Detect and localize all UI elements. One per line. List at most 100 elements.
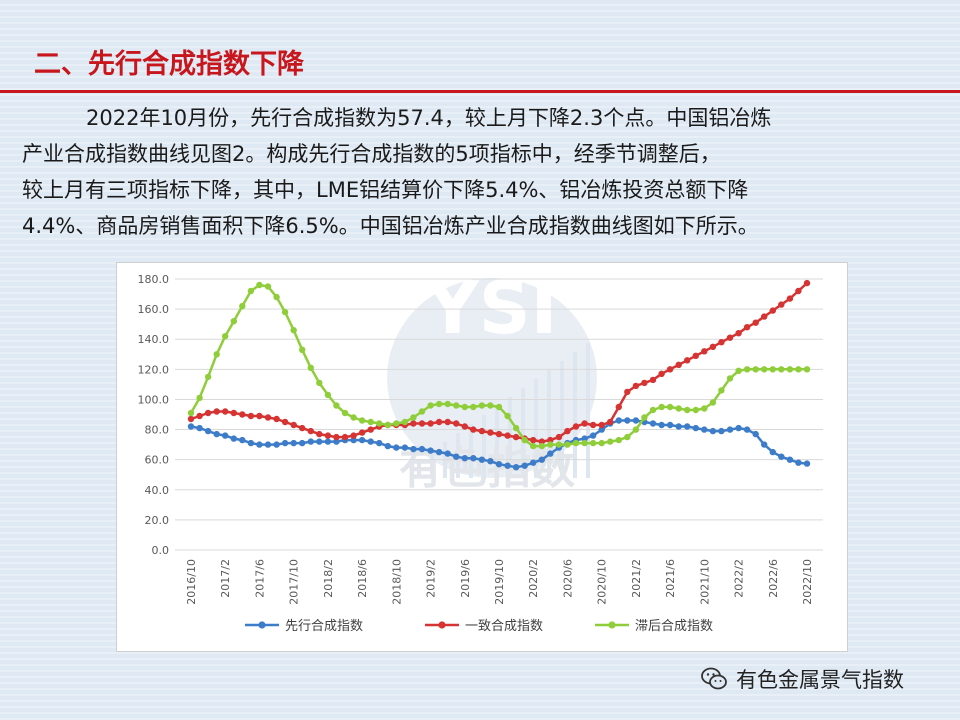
series-2-point: [692, 352, 699, 359]
series-3-point: [247, 287, 255, 295]
series-2-point: [264, 414, 272, 421]
series-1-point: [735, 424, 742, 432]
series-3-point: [692, 406, 699, 414]
y-tick-label: 100.0: [138, 393, 170, 406]
series-1-point: [778, 453, 785, 460]
series-2-point: [358, 429, 366, 436]
series-3-point: [376, 420, 383, 427]
y-tick-label: 20.0: [145, 514, 170, 527]
series-3-point: [222, 333, 229, 340]
series-1-point: [512, 464, 520, 471]
series-3-point: [350, 414, 357, 421]
series-1-point: [598, 426, 605, 433]
series-1-point: [401, 444, 409, 451]
series-3-point: [803, 366, 811, 373]
series-2-point: [213, 408, 220, 415]
series-1-point: [299, 439, 306, 447]
series-3-point: [598, 439, 605, 447]
series-1-point: [307, 438, 314, 445]
series-3-point: [495, 403, 503, 411]
series-3-point: [341, 409, 349, 417]
series-1-point: [187, 423, 195, 430]
series-3-point: [666, 403, 674, 411]
body-paragraph: 2022年10月份，先行合成指数为57.4，较上月下降2.3个点。中国铝冶炼 产…: [22, 100, 942, 244]
series-2-point: [769, 307, 776, 314]
watermark-bar: [547, 370, 551, 478]
series-2-point: [427, 420, 434, 427]
series-3-point: [675, 405, 682, 412]
series-1-point: [222, 432, 229, 439]
series-1-point: [487, 458, 494, 465]
series-3-point: [281, 308, 289, 316]
series-3-point: [444, 400, 451, 408]
series-1-point: [718, 427, 725, 435]
series-1-point: [632, 417, 640, 424]
series-1-point: [761, 441, 768, 448]
series-1-point: [649, 420, 657, 427]
series-2-point: [367, 426, 374, 433]
series-3-point: [504, 412, 511, 420]
legend-label-3: 滞后合成指数: [635, 619, 713, 634]
watermark-bar: [430, 451, 434, 478]
footer-brand: 有色金属景气指数: [700, 664, 904, 694]
series-3-point: [572, 439, 580, 447]
series-1-point: [581, 435, 588, 442]
series-2-point: [495, 430, 503, 438]
series-2-point: [572, 423, 580, 430]
series-3-point: [435, 400, 443, 408]
series-1-point: [658, 421, 665, 429]
watermark-bar: [469, 424, 473, 478]
watermark-bar: [586, 343, 590, 478]
series-3-point: [589, 439, 597, 447]
series-2-point: [333, 433, 340, 441]
series-2-point: [735, 330, 742, 337]
legend-label-2: 一致合成指数: [465, 619, 543, 634]
series-1-point: [196, 424, 203, 432]
series-1-point: [615, 417, 622, 424]
section-heading: 二、先行合成指数下降: [34, 49, 304, 80]
series-2-point: [461, 423, 468, 430]
series-1-point: [709, 427, 717, 435]
series-3-point: [384, 421, 391, 429]
series-2-point: [204, 409, 212, 417]
watermark-bar: [495, 406, 499, 478]
series-1-point: [478, 456, 486, 463]
x-tick-label: 2019/6: [459, 559, 472, 598]
series-3-point: [478, 402, 486, 409]
series-3-point: [204, 373, 212, 381]
series-1-point: [410, 445, 417, 453]
legend-label-1: 先行合成指数: [285, 619, 363, 634]
series-3-point: [273, 293, 280, 301]
series-3-point: [410, 414, 417, 421]
series-1-point: [230, 435, 237, 442]
series-3-point: [427, 402, 434, 409]
series-3-point: [718, 387, 725, 394]
watermark-globe: [387, 278, 597, 478]
series-3-point: [726, 375, 734, 382]
y-tick-label: 40.0: [145, 484, 170, 497]
series-2-point: [487, 429, 494, 436]
series-2-point: [316, 430, 323, 438]
series-3-point: [453, 402, 460, 409]
series-3-point: [461, 403, 468, 411]
series-1-point: [281, 439, 289, 447]
series-1-point: [795, 459, 802, 466]
legend-marker-3: [608, 621, 616, 629]
y-tick-label: 180.0: [138, 273, 170, 286]
x-tick-label: 2018/6: [356, 559, 369, 598]
paragraph-line-1: 2022年10月份，先行合成指数为57.4，较上月下降2.3个点。中国铝冶炼: [86, 106, 772, 130]
series-1-point: [769, 448, 776, 456]
series-1-point: [461, 455, 468, 462]
x-tick-label: 2022/10: [801, 559, 814, 605]
series-3-point: [615, 436, 622, 444]
series-1-point: [444, 450, 451, 457]
series-3-point: [555, 441, 563, 448]
footer-text: 有色金属景气指数: [736, 668, 904, 692]
series-1-point: [752, 430, 759, 438]
series-2-point: [341, 433, 349, 441]
series-3-point: [641, 414, 648, 421]
series-2-point: [239, 411, 246, 418]
series-2-point: [324, 432, 332, 439]
series-1-point: [264, 441, 272, 448]
series-3-point: [213, 351, 220, 358]
